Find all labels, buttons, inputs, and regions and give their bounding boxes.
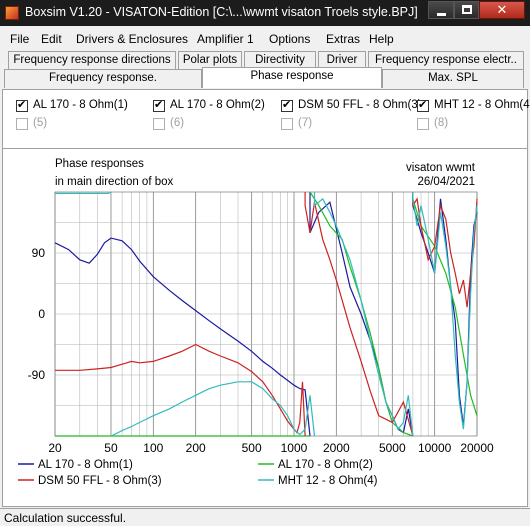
menu-drivers-enclosures[interactable]: Drivers & Enclosures (76, 32, 189, 46)
x-tick-label: 200 (186, 441, 206, 455)
checkbox-disabled (153, 118, 165, 130)
chart-grid (54, 191, 478, 437)
menu-help[interactable]: Help (369, 32, 394, 46)
tab-frequency-response-electrical[interactable]: Frequency response electr.. (368, 51, 524, 70)
minimize-button[interactable] (428, 1, 454, 19)
tab-frequency-response[interactable]: Frequency response. (4, 69, 202, 88)
tab-polar-plots[interactable]: Polar plots (178, 51, 242, 70)
tab-phase-response[interactable]: Phase response (202, 67, 382, 88)
checkbox-checked[interactable] (281, 98, 293, 112)
checkbox-disabled (281, 118, 293, 130)
checkbox-disabled (417, 118, 429, 130)
minimize-icon (437, 13, 446, 16)
close-button[interactable]: ✕ (479, 1, 525, 19)
checkbox-checked[interactable] (417, 98, 429, 112)
chart-title-line1: Phase responses (55, 158, 144, 170)
x-tick-label: 1000 (281, 441, 308, 455)
chart-title-line2: in main direction of box (55, 176, 174, 188)
x-tick-label: 20 (48, 441, 62, 455)
series-line-4 (55, 191, 478, 437)
window-title: Boxsim V1.20 - VISATON-Edition [C:\...\w… (25, 5, 418, 19)
x-tick-label: 2000 (323, 441, 350, 455)
legend-label: DSM 50 FFL - 8 Ohm(3) (38, 475, 162, 487)
menu-edit[interactable]: Edit (41, 32, 62, 46)
tab-driver[interactable]: Driver (318, 51, 366, 70)
chart-project-name: visaton wwmt (406, 162, 476, 174)
checkbox-checked[interactable] (153, 98, 165, 112)
close-icon: ✕ (496, 2, 508, 17)
x-tick-label: 10000 (418, 441, 452, 455)
legend-label: AL 170 - 8 Ohm(1) (38, 459, 133, 471)
x-tick-label: 100 (143, 441, 163, 455)
phase-chart: 20 50 100 200 500 1000 2000 5000 10000 20000 90 0 -9… (18, 158, 494, 487)
chart-legend: AL 170 - 8 Ohm(1) AL 170 - 8 Ohm(2) DSM 50… (18, 459, 378, 487)
app-icon (5, 6, 19, 20)
legend-label: AL 170 - 8 Ohm(2) (278, 459, 373, 471)
y-tick-label: -90 (28, 368, 46, 382)
checkbox-checked[interactable] (16, 98, 28, 112)
menu-amplifier[interactable]: Amplifier 1 (197, 32, 254, 46)
x-tick-label: 50 (104, 441, 118, 455)
status-text: Calculation successful. (4, 511, 127, 525)
tab-max-spl[interactable]: Max. SPL (382, 69, 524, 88)
tab-directivity[interactable]: Directivity (244, 51, 316, 70)
tab-frequency-response-directions[interactable]: Frequency response directions (8, 51, 176, 70)
y-tick-label: 0 (38, 307, 45, 321)
series-line-2 (55, 191, 478, 437)
maximize-button[interactable] (454, 1, 479, 19)
status-bar: Calculation successful. (0, 508, 530, 526)
x-tick-label: 500 (242, 441, 262, 455)
legend-label: MHT 12 - 8 Ohm(4) (278, 475, 378, 487)
chart-series (54, 191, 478, 437)
menu-extras[interactable]: Extras (326, 32, 361, 46)
chart-ticks: 20 50 100 200 500 1000 2000 5000 10000 20000 90 0 -9… (28, 246, 494, 455)
menu-options[interactable]: Options (269, 32, 311, 46)
maximize-icon (462, 5, 472, 14)
x-tick-label: 20000 (460, 441, 494, 455)
checkbox-disabled (16, 118, 28, 130)
y-tick-label: 90 (32, 246, 46, 260)
divider (3, 148, 527, 149)
title-bar[interactable]: Boxsim V1.20 - VISATON-Edition [C:\...\w… (0, 0, 530, 26)
x-tick-label: 5000 (379, 441, 406, 455)
menu-bar: File Edit Drivers & Enclosures Amplifier… (0, 30, 530, 49)
phase-response-panel: AL 170 - 8 Ohm(1) AL 170 - 8 Ohm(2) DSM … (2, 89, 530, 507)
chart-date: 26/04/2021 (417, 176, 475, 188)
menu-file[interactable]: File (10, 32, 30, 46)
